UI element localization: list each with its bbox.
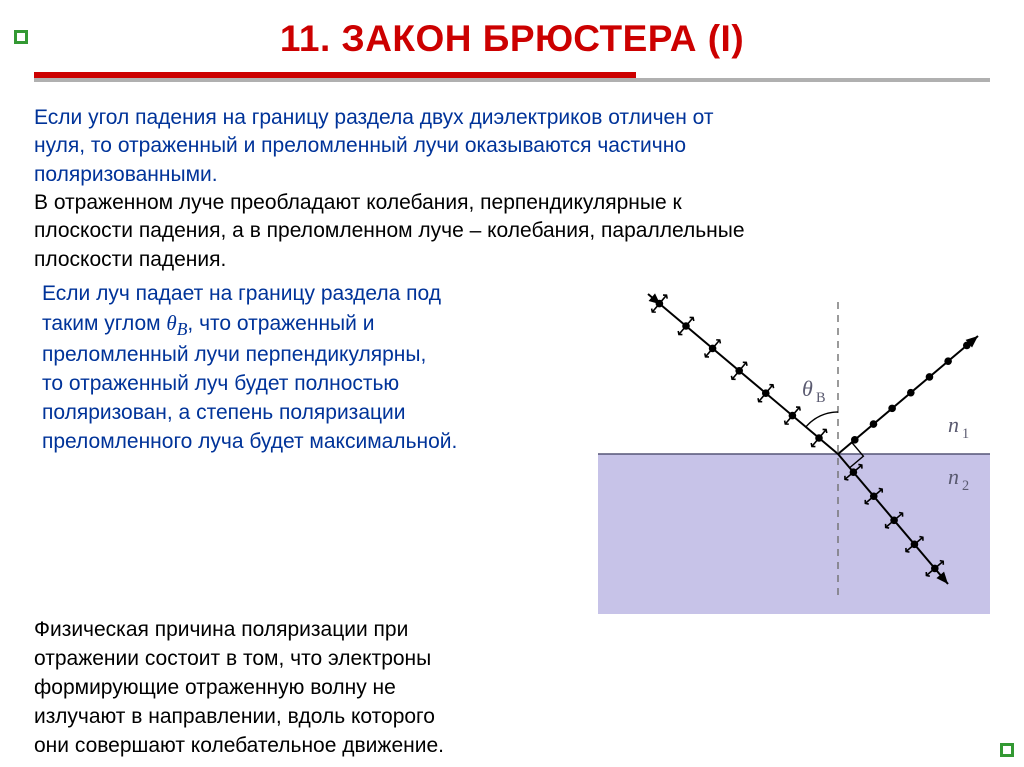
p1-l3: поляризованными. (34, 163, 218, 186)
p2-t2b: , что отраженный и (187, 312, 374, 335)
svg-text:θ: θ (802, 376, 813, 401)
paragraph-2: Если луч падает на границу раздела под т… (34, 280, 586, 457)
title-bullet-icon (14, 30, 28, 44)
p2-t3: преломленный лучи перпендикулярны, (42, 343, 426, 366)
title-rule (34, 72, 990, 82)
svg-text:2: 2 (962, 478, 969, 494)
footer-bullet-icon (1000, 743, 1014, 757)
svg-text:n: n (948, 412, 959, 437)
paragraph-3: Физическая причина поляризации при отраж… (34, 616, 594, 761)
paragraph-1: Если угол падения на границу раздела дву… (34, 104, 990, 274)
p2-t6: преломленного луча будет максимальной. (42, 430, 457, 453)
svg-text:n: n (948, 464, 959, 489)
p1-l4: В отраженном луче преобладают колебания,… (34, 191, 682, 214)
p3-l5: они совершают колебательное движение. (34, 734, 444, 757)
p3-l2: отражении состоит в том, что электроны (34, 647, 431, 670)
p2-t2a: таким углом (42, 312, 166, 335)
p1-l6: плоскости падения. (34, 248, 226, 271)
p1-l1: Если угол падения на границу раздела дву… (34, 106, 713, 129)
p1-l5: плоскости падения, а в преломленном луче… (34, 219, 745, 242)
brewster-diagram: θBn1n2 (598, 274, 990, 614)
p2-t1: Если луч падает на границу раздела под (42, 282, 441, 305)
theta-symbol: θ (166, 311, 176, 335)
svg-text:1: 1 (962, 426, 969, 442)
slide-title: 11. ЗАКОН БРЮСТЕРА (I) (34, 18, 990, 60)
p2-t5: поляризован, а степень поляризации (42, 401, 405, 424)
p1-l2: нуля, то отраженный и преломленный лучи … (34, 134, 686, 157)
p2-t4: то отраженный луч будет полностью (42, 372, 399, 395)
p3-l3: формирующие отраженную волну не (34, 676, 396, 699)
theta-sub: B (177, 319, 188, 339)
p3-l4: излучают в направлении, вдоль которого (34, 705, 435, 728)
svg-text:B: B (816, 390, 826, 406)
rule-gray (34, 78, 990, 82)
p3-l1: Физическая причина поляризации при (34, 618, 408, 641)
